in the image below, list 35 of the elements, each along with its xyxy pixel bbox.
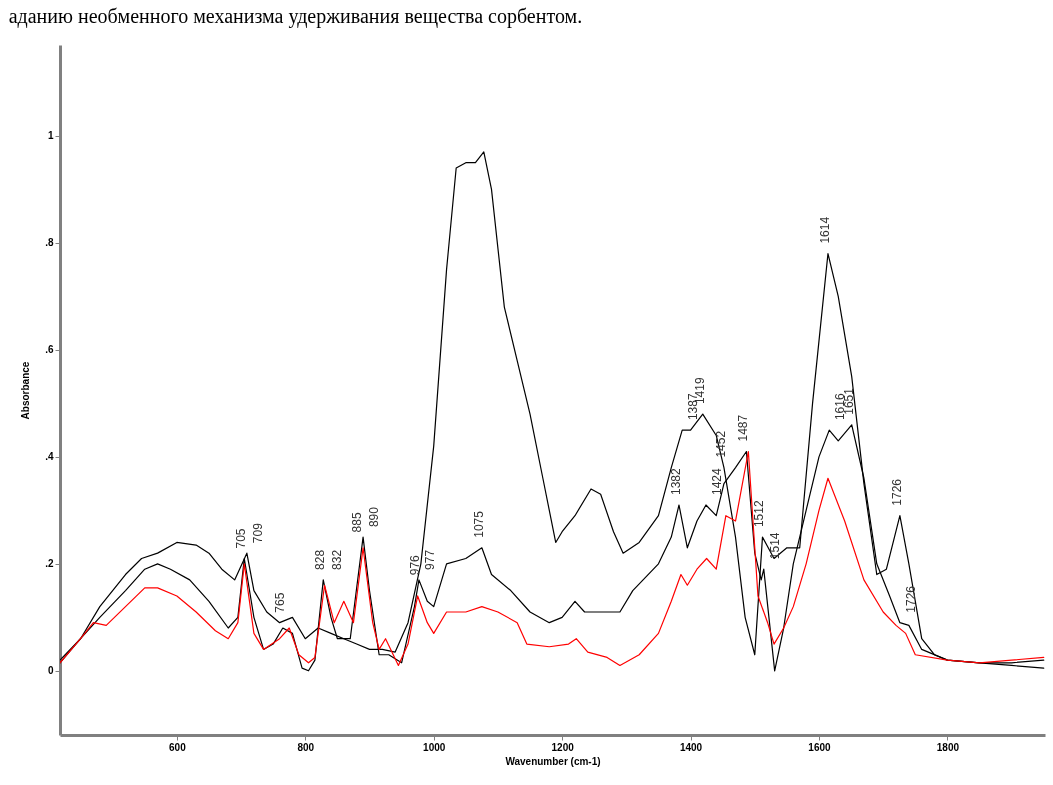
annotation: 1514 bbox=[767, 532, 782, 560]
annotation: 1382 bbox=[669, 467, 683, 495]
x-axis-title: Wavenumber (cm-1) bbox=[505, 755, 601, 767]
y-axis-title: Absorbance bbox=[20, 361, 32, 420]
annotation: 976 bbox=[408, 554, 423, 576]
text: аданию необменного механизма удерживания вещества сорбентом. bbox=[8, 5, 583, 28]
x-tick-label: 600 bbox=[169, 741, 187, 753]
annotation: 1452 bbox=[713, 430, 728, 458]
y-tick-label: .6 bbox=[45, 344, 54, 356]
annotation: 765 bbox=[272, 592, 287, 613]
y-tick-label: .2 bbox=[45, 558, 54, 570]
annotation: 828 bbox=[313, 549, 328, 570]
annotation: 1726 bbox=[889, 478, 904, 506]
y-tick-label: .8 bbox=[45, 237, 54, 249]
annotation: 832 bbox=[329, 549, 344, 570]
x-tick-label: 1200 bbox=[551, 741, 575, 753]
x-tick-label: 1000 bbox=[423, 741, 446, 753]
annotation: 1512 bbox=[752, 500, 767, 528]
x-tick-label: 1400 bbox=[679, 741, 703, 753]
annotation: 1075 bbox=[471, 510, 486, 538]
y-tick-label: 1 bbox=[47, 130, 54, 142]
annotation: 1726 bbox=[903, 585, 918, 613]
y-tick-label: 0 bbox=[47, 665, 54, 677]
annotation: 890 bbox=[367, 506, 382, 528]
x-tick-label: 800 bbox=[297, 741, 315, 753]
annotation: 705 bbox=[234, 528, 249, 549]
x-tick-label: 1600 bbox=[808, 741, 832, 753]
x-tick-label: 1800 bbox=[936, 741, 960, 753]
annotation: 709 bbox=[250, 522, 265, 544]
annotation: 1424 bbox=[709, 467, 724, 495]
y-tick-label: .4 bbox=[45, 451, 54, 463]
annotation: 977 bbox=[422, 549, 437, 570]
annotation: 885 bbox=[349, 512, 364, 533]
annotation: 1487 bbox=[736, 414, 751, 442]
annotation: 1614 bbox=[817, 216, 832, 244]
